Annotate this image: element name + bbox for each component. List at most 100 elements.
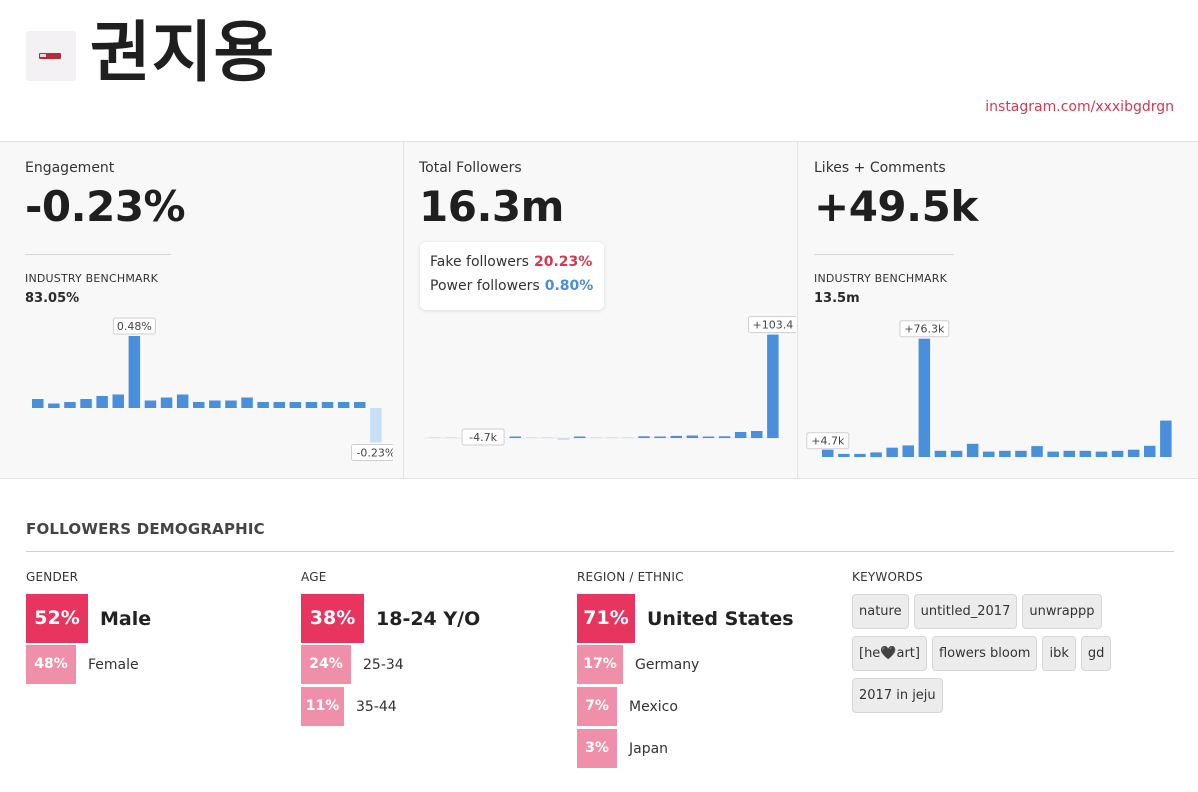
chart-bar <box>950 450 963 457</box>
divider <box>814 254 954 255</box>
chart-bar <box>902 445 914 457</box>
likes-value: +49.5k <box>814 182 978 231</box>
divider <box>25 254 171 255</box>
chart-bar <box>983 451 995 457</box>
chart-bar <box>354 402 366 408</box>
keyword-tag[interactable]: unwrappp <box>1022 594 1102 629</box>
region-name: Mexico <box>629 698 678 715</box>
chart-bar <box>670 435 682 438</box>
chart-bar <box>128 336 141 408</box>
age-row: 11% 35-44 <box>301 687 480 726</box>
chart-bar <box>241 397 253 408</box>
chart-annotation: +4.7k <box>806 432 850 450</box>
chart-bar <box>822 449 834 457</box>
keyword-tag[interactable]: untitled_2017 <box>913 594 1018 629</box>
region-name: Germany <box>635 656 700 673</box>
profile-avatar-icon <box>26 31 76 81</box>
keyword-tag[interactable]: ibk <box>1042 636 1076 671</box>
gender-name: Female <box>88 656 139 673</box>
region-row: 71% United States <box>577 594 794 643</box>
chart-bar <box>112 394 124 408</box>
benchmark-label: INDUSTRY BENCHMARK <box>25 272 159 285</box>
chart-annotation: -0.23% <box>351 444 401 461</box>
chart-annotation: +103.4 <box>748 316 798 334</box>
chart-bar <box>751 431 763 438</box>
gender-pct: 48% <box>26 645 76 684</box>
demographic-divider <box>26 551 1174 552</box>
gender-row: 48% Female <box>26 645 151 684</box>
chart-bar <box>429 437 441 438</box>
age-row: 38% 18-24 Y/O <box>301 594 480 643</box>
region-label: REGION / ETHNIC <box>577 570 684 584</box>
chart-bar <box>32 399 44 408</box>
chart-bar <box>606 437 618 438</box>
chart-annotation-label: +76.3k <box>904 323 945 336</box>
chart-bar <box>1144 445 1156 457</box>
demographic-title: FOLLOWERS DEMOGRAPHIC <box>26 520 265 538</box>
engagement-panel: Engagement -0.23% INDUSTRY BENCHMARK 83.… <box>0 142 403 478</box>
chart-bar <box>541 437 554 438</box>
chart-bar <box>590 437 602 438</box>
keywords-label: KEYWORDS <box>852 570 923 584</box>
age-name: 35-44 <box>356 698 397 715</box>
age-pct: 38% <box>301 594 364 643</box>
engagement-chart: 0.48% -0.23% <box>32 142 403 478</box>
age-label: AGE <box>301 570 327 584</box>
keyword-tag[interactable]: [he🖤art] <box>852 636 927 671</box>
chart-bar <box>321 402 334 408</box>
region-row: 17% Germany <box>577 645 794 684</box>
chart-bar <box>1127 449 1140 457</box>
followers-value: 16.3m <box>419 182 564 231</box>
chart-bar <box>918 338 931 457</box>
power-followers-label: Power followers <box>430 278 540 294</box>
gender-label: GENDER <box>26 570 79 584</box>
region-pct: 3% <box>577 729 617 768</box>
keyword-tag[interactable]: 2017 in jeju <box>852 678 943 713</box>
chart-bar <box>80 399 92 408</box>
chart-bar <box>370 408 382 443</box>
chart-bar <box>573 436 586 438</box>
fake-followers-label: Fake followers <box>430 254 529 270</box>
chart-bar <box>160 397 173 408</box>
chart-clip <box>1196 142 1198 478</box>
age-pct: 24% <box>301 645 351 684</box>
benchmark-value: 83.05% <box>25 291 80 306</box>
chart-bar <box>686 435 699 438</box>
benchmark-label: INDUSTRY BENCHMARK <box>814 272 948 285</box>
instagram-link[interactable]: instagram.com/xxxibgdrgn <box>985 99 1174 115</box>
chart-bar <box>934 450 947 457</box>
keyword-tag[interactable]: gd <box>1080 636 1112 671</box>
age-column: AGE 38% 18-24 Y/O 24% 25-34 11% 35-44 <box>301 570 480 729</box>
chart-annotation: 0.48% <box>112 317 156 335</box>
gender-pct: 52% <box>26 594 88 643</box>
chart-bar <box>1031 446 1043 457</box>
chart-bar <box>886 447 898 457</box>
power-followers-value: 0.80% <box>544 278 594 294</box>
age-row: 24% 25-34 <box>301 645 480 684</box>
chart-bar <box>966 443 979 457</box>
chart-bar <box>509 436 521 438</box>
keyword-tag[interactable]: flowers bloom <box>931 636 1038 671</box>
followers-chart: -4.7k +103.4 <box>424 142 798 478</box>
benchmark-value: 13.5m <box>814 291 860 306</box>
chart-bar <box>734 432 747 438</box>
chart-bar <box>854 453 866 457</box>
gender-name: Male <box>100 607 152 630</box>
fake-followers-value: 20.23% <box>533 254 593 270</box>
chart-bar <box>193 402 205 408</box>
chart-bar <box>638 436 650 438</box>
region-row: 3% Japan <box>577 729 794 768</box>
keyword-tag[interactable]: nature <box>852 594 909 629</box>
chart-bar <box>1015 450 1027 457</box>
chart-bar <box>1111 450 1124 457</box>
chart-bar <box>622 437 634 438</box>
region-row: 7% Mexico <box>577 687 794 726</box>
engagement-label: Engagement <box>25 160 115 176</box>
follower-quality-box: Fake followers 20.23% Power followers 0.80… <box>420 242 604 310</box>
chart-bar <box>1047 451 1059 457</box>
chart-bar <box>257 402 269 408</box>
age-name: 18-24 Y/O <box>376 607 481 630</box>
stats-row: Engagement -0.23% INDUSTRY BENCHMARK 83.… <box>0 141 1198 479</box>
chart-bar <box>289 402 302 408</box>
chart-bar <box>445 437 457 438</box>
